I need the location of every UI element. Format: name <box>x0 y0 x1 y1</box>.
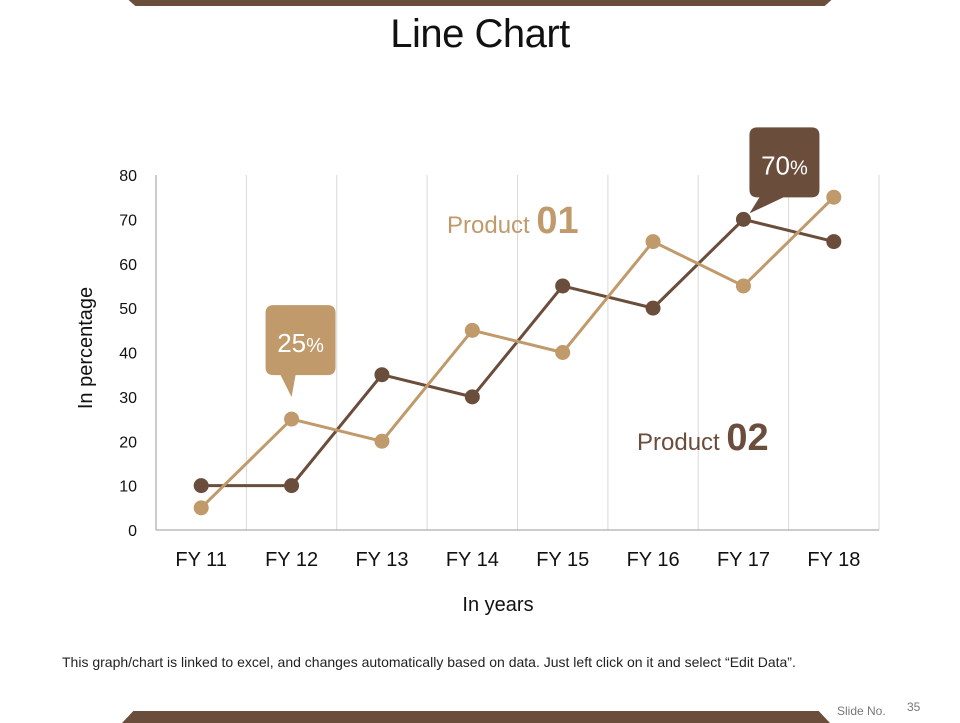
series-line-1 <box>200 196 835 509</box>
callout-label: 70% <box>761 150 808 180</box>
callout-bubble: 70% <box>749 127 820 214</box>
y-tick-label: 40 <box>119 346 137 363</box>
series-label-number: 01 <box>536 200 578 242</box>
callout-shape <box>749 127 820 214</box>
callout-value: 70 <box>761 150 790 180</box>
callout-label: 25% <box>277 328 324 358</box>
callout-value: 25 <box>277 328 306 358</box>
data-point-1 <box>735 278 751 294</box>
x-axis-title: In years <box>462 594 533 616</box>
bottom-decor-bar <box>122 711 830 723</box>
x-tick-label: FY 18 <box>807 549 860 571</box>
y-tick-label: 60 <box>119 257 137 274</box>
data-point-1 <box>284 411 300 427</box>
x-tick-label: FY 17 <box>717 549 770 571</box>
data-point-1 <box>826 189 842 205</box>
data-point-2 <box>735 211 751 227</box>
data-point-1 <box>464 322 480 338</box>
x-tick-label: FY 14 <box>446 549 499 571</box>
x-tick-label: FY 11 <box>175 549 227 571</box>
y-tick-label: 0 <box>128 523 137 540</box>
y-tick-label: 20 <box>119 434 137 451</box>
top-decor-bar <box>124 0 836 6</box>
series-label-text: Product <box>447 212 536 239</box>
y-tick-label: 10 <box>119 479 137 496</box>
callout-unit: % <box>306 335 324 357</box>
data-point-2 <box>284 478 300 494</box>
data-point-1 <box>555 345 571 360</box>
data-point-2 <box>645 300 661 316</box>
x-tick-label: FY 15 <box>536 549 589 571</box>
data-point-2 <box>464 389 480 405</box>
data-point-1 <box>193 500 209 516</box>
callout-shape <box>265 305 336 398</box>
data-point-2 <box>555 278 571 294</box>
data-point-2 <box>826 234 842 250</box>
callout-bubble: 25% <box>265 305 336 398</box>
callout-unit: % <box>790 157 808 179</box>
series-label-product-02: Product 02 <box>637 417 769 459</box>
series-label-product-01: Product 01 <box>447 200 579 242</box>
y-tick-label: 70 <box>119 212 137 229</box>
slide-number-label: Slide No. <box>837 704 886 718</box>
slide-title: Line Chart <box>390 12 570 56</box>
data-point-1 <box>645 234 661 250</box>
data-point-2 <box>193 478 209 494</box>
slide-number: 35 <box>907 700 921 714</box>
series-label-text: Product <box>637 429 726 456</box>
footer-note: This graph/chart is linked to excel, and… <box>62 654 796 670</box>
x-tick-label: FY 16 <box>627 549 680 571</box>
x-tick-label: FY 12 <box>265 549 318 571</box>
y-tick-label: 50 <box>119 301 137 318</box>
data-point-2 <box>374 367 390 383</box>
data-point-1 <box>374 433 390 449</box>
y-axis-title: In percentage <box>75 287 97 409</box>
x-tick-label: FY 13 <box>355 549 408 571</box>
series-label-number: 02 <box>726 417 768 459</box>
y-tick-label: 30 <box>119 390 137 407</box>
y-tick-label: 80 <box>119 168 137 185</box>
